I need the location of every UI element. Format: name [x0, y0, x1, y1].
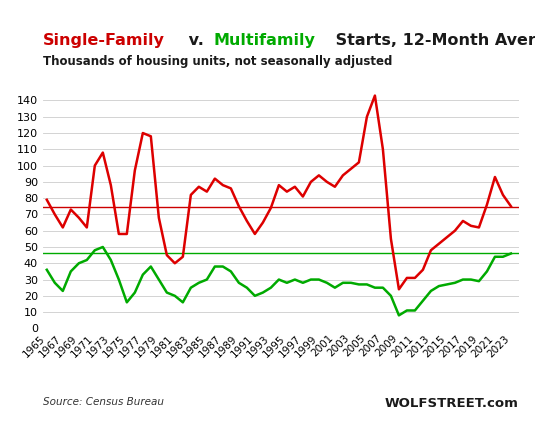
Text: Single-Family: Single-Family: [43, 32, 165, 48]
Text: v.: v.: [183, 32, 209, 48]
Text: WOLFSTREET.com: WOLFSTREET.com: [385, 397, 519, 410]
Text: Starts, 12-Month Average: Starts, 12-Month Average: [330, 32, 535, 48]
Text: Multifamily: Multifamily: [213, 32, 315, 48]
Text: Source: Census Bureau: Source: Census Bureau: [43, 397, 164, 407]
Text: Thousands of housing units, not seasonally adjusted: Thousands of housing units, not seasonal…: [43, 55, 392, 68]
